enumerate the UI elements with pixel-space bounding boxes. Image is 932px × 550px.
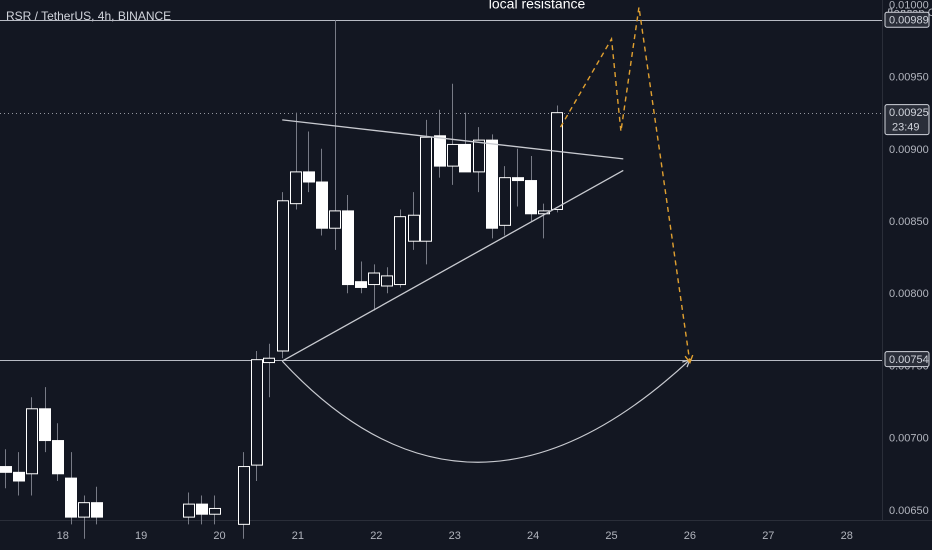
candle-body-16	[290, 171, 302, 205]
candle-body-22	[368, 272, 380, 286]
price-tag-label-1: 0.00925	[889, 107, 929, 119]
candle-body-2	[13, 471, 25, 482]
x-tick-label-5: 23	[449, 530, 461, 542]
candle-body-7	[78, 502, 90, 518]
x-tick-label-3: 21	[292, 530, 304, 542]
candle-body-36	[551, 112, 563, 210]
x-tick-label-4: 22	[370, 530, 382, 542]
candle-body-9	[183, 503, 195, 518]
y-tick-label-1: 0.00700	[889, 433, 929, 445]
price-tag-box-2	[884, 351, 930, 368]
candle-body-21	[355, 281, 367, 288]
candles	[0, 20, 563, 539]
projection-path	[559, 7, 691, 363]
price-tag-sublabel-1: 23:49	[892, 122, 920, 134]
candle-body-6	[65, 477, 77, 518]
price-tag-box-0	[884, 11, 930, 28]
candle-body-20	[342, 210, 354, 286]
candle-body-32	[499, 177, 511, 226]
x-tick-label-10: 28	[841, 530, 853, 542]
x-tick-label-9: 27	[762, 530, 774, 542]
candle-body-31	[486, 139, 498, 229]
arc-curve	[281, 359, 691, 463]
x-tick-label-8: 26	[684, 530, 696, 542]
price-tags: 0.00989 0.00925 23:49 0.00754	[884, 11, 930, 368]
candle-body-28	[447, 143, 459, 167]
price-tag-box-1	[884, 104, 930, 136]
candle-body-23	[381, 275, 393, 287]
y-tick-label-0: 0.00650	[889, 505, 929, 517]
candle-body-10	[196, 503, 208, 515]
x-tick-label-7: 25	[605, 530, 617, 542]
horizontal-levels	[0, 20, 882, 361]
y-tick-label-3: 0.00800	[889, 288, 929, 300]
chart-title: RSR / TetherUS, 4h, BINANCE	[6, 9, 172, 23]
candle-body-15	[277, 200, 289, 352]
candle-body-27	[434, 135, 446, 167]
x-tick-label-1: 19	[135, 530, 147, 542]
candle-body-13	[251, 359, 263, 466]
candle-body-1	[0, 466, 12, 473]
candle-body-19	[329, 210, 341, 229]
candle-body-24	[394, 216, 406, 286]
trendline-1	[281, 169, 624, 362]
time-axis: 18 19 20 21 22 23 24 25 26 27 28	[57, 530, 853, 542]
x-tick-label-0: 18	[57, 530, 69, 542]
price-axis: 0.006500.007000.007500.008000.008500.009…	[889, 0, 929, 517]
candle-body-3	[26, 408, 38, 475]
y-tick-label-7: 0.01000	[889, 0, 929, 11]
candle-body-34	[525, 180, 537, 215]
projection-arrowhead	[684, 354, 694, 365]
candle-body-25	[408, 214, 420, 242]
x-tick-label-2: 20	[213, 530, 225, 542]
price-tag-label-0: 0.00989	[889, 15, 929, 27]
trendline-0	[282, 119, 624, 160]
candle-body-33	[512, 177, 524, 182]
candle-body-11	[209, 507, 221, 515]
y-tick-label-6: 0.00950	[889, 72, 929, 84]
x-tick-label-6: 24	[527, 530, 539, 542]
y-tick-label-5: 0.00900	[889, 144, 929, 156]
candle-body-14	[263, 357, 275, 364]
candle-body-26	[420, 136, 432, 242]
price-tag-label-2: 0.00754	[889, 354, 929, 366]
y-tick-label-4: 0.00850	[889, 216, 929, 228]
candle-body-5	[52, 440, 64, 475]
candle-body-29	[459, 143, 471, 173]
candle-body-8	[91, 502, 103, 518]
drawings: local resistance	[281, 0, 694, 463]
candle-body-17	[303, 171, 315, 183]
annotation-0: local resistance	[489, 0, 586, 12]
candle-body-12	[238, 466, 250, 525]
candle-body-18	[316, 181, 328, 229]
candle-body-4	[39, 408, 51, 442]
candle-body-30	[473, 139, 485, 173]
